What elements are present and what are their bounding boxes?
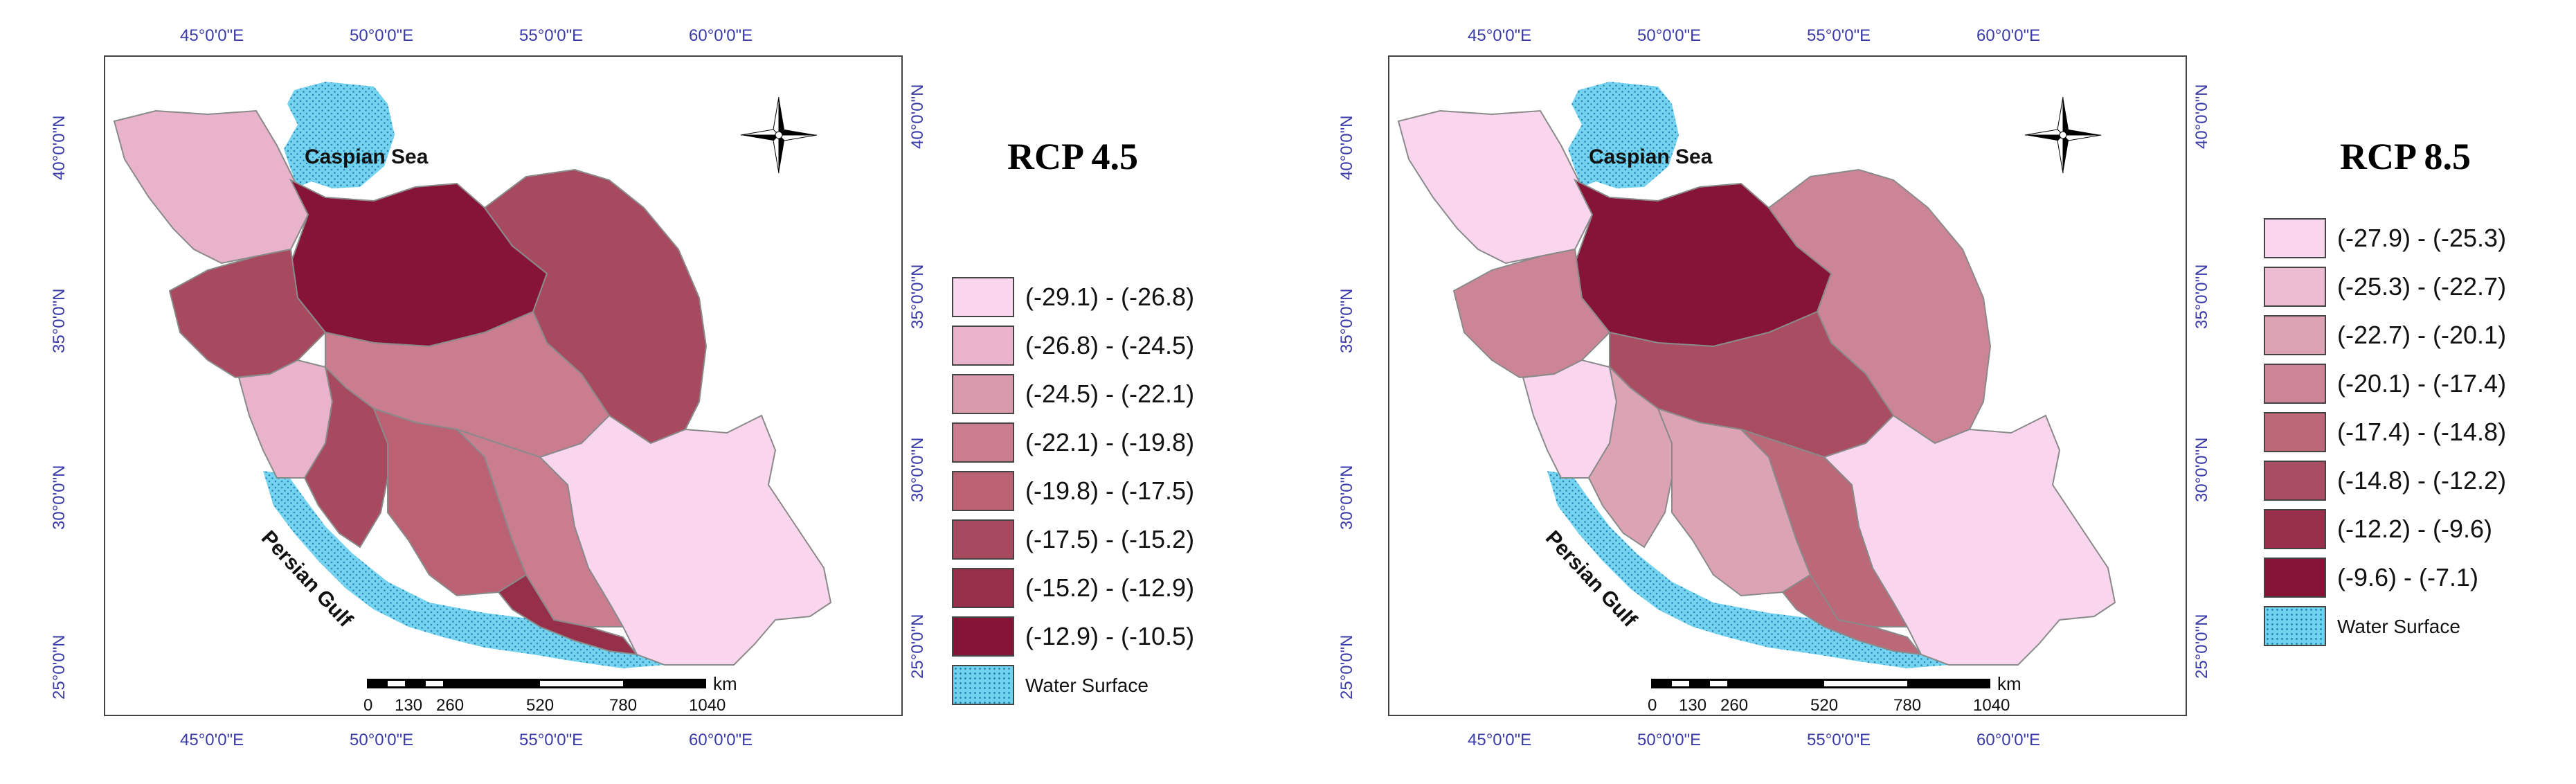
north-arrow-icon — [2024, 96, 2102, 174]
iran-map-rcp45 — [113, 82, 832, 668]
scale-tick-label: 520 — [526, 696, 555, 715]
scale-tick-label: 780 — [1893, 696, 1922, 715]
legend-label: (-20.1) - (-17.4) — [2337, 369, 2507, 398]
lon-tick-label: 55°0'0"E — [519, 26, 584, 45]
lon-tick-label: 45°0'0"E — [180, 731, 244, 749]
map-panel-rcp85: 45°0'0"E 50°0'0"E 55°0'0"E 60°0'0"E 45°0… — [1288, 0, 2575, 784]
scale-bar — [1651, 679, 1990, 688]
lon-tick-label: 55°0'0"E — [1807, 26, 1871, 45]
scale-tick-label: 260 — [1720, 696, 1749, 715]
legend-label: (-17.4) - (-14.8) — [2337, 418, 2507, 446]
region-coastal-south — [497, 573, 639, 656]
scale-tick-label: 1040 — [689, 696, 726, 715]
lon-tick-label: 45°0'0"E — [1468, 26, 1532, 45]
legend-swatch — [2264, 461, 2326, 501]
scale-tick-label: 260 — [436, 696, 465, 715]
region-northwest — [113, 109, 309, 265]
figure-title: RCP 4.5 — [1007, 136, 1138, 177]
legend-swatch — [952, 519, 1014, 560]
legend-label: (-26.8) - (-24.5) — [1025, 331, 1195, 359]
region-northeast — [483, 168, 708, 445]
legend-label-water: Water Surface — [2337, 616, 2460, 637]
figure-title: RCP 8.5 — [2340, 136, 2471, 177]
lon-tick-label: 55°0'0"E — [1807, 731, 1871, 749]
legend-swatch — [2264, 364, 2326, 404]
legend-swatch — [952, 616, 1014, 657]
region-coastal-south — [1781, 573, 1923, 656]
lon-tick-label: 50°0'0"E — [1637, 26, 1702, 45]
region-northwest — [1397, 109, 1594, 265]
caspian-sea-label: Caspian Sea — [305, 145, 429, 168]
legend-label: (-22.7) - (-20.1) — [2337, 321, 2507, 349]
legend-swatch — [2264, 412, 2326, 452]
scale-unit-label: km — [1997, 673, 2021, 694]
legend-swatch — [2264, 267, 2326, 307]
scale-tick-label: 130 — [395, 696, 423, 715]
scale-tick-label: 780 — [609, 696, 638, 715]
legend-swatch — [2264, 218, 2326, 258]
lon-tick-label: 45°0'0"E — [1468, 731, 1532, 749]
lon-tick-label: 45°0'0"E — [180, 26, 244, 45]
caspian-sea — [1568, 82, 1679, 188]
region-northeast — [1767, 168, 1992, 445]
region-southeast — [1823, 414, 2116, 666]
legend-swatch — [952, 326, 1014, 366]
legend-swatch — [952, 277, 1014, 317]
legend-swatch — [952, 568, 1014, 608]
legend-swatch — [952, 471, 1014, 511]
lon-tick-label: 60°0'0"E — [1976, 26, 2041, 45]
legend-swatch — [952, 422, 1014, 463]
scale-tick-label: 520 — [1810, 696, 1839, 715]
lon-tick-label: 50°0'0"E — [350, 26, 414, 45]
legend-label: (-25.3) - (-22.7) — [2337, 272, 2507, 301]
legend-label: (-14.8) - (-12.2) — [2337, 466, 2507, 495]
legend-label: (-27.9) - (-25.3) — [2337, 224, 2507, 252]
legend-label: (-9.6) - (-7.1) — [2337, 563, 2479, 591]
lon-tick-label: 60°0'0"E — [1976, 731, 2041, 749]
scale-tick-label: 130 — [1679, 696, 1707, 715]
scale-tick-label: 1040 — [1973, 696, 2010, 715]
legend-label: (-17.5) - (-15.2) — [1025, 525, 1195, 553]
legend-label: (-12.9) - (-10.5) — [1025, 622, 1195, 650]
scale-tick-label: 0 — [1648, 696, 1657, 715]
lon-tick-label: 50°0'0"E — [350, 731, 414, 749]
legend-label: (-19.8) - (-17.5) — [1025, 476, 1195, 505]
lon-tick-label: 60°0'0"E — [689, 731, 753, 749]
legend-swatch — [2264, 558, 2326, 598]
lon-tick-label: 50°0'0"E — [1637, 731, 1702, 749]
scale-bar — [367, 679, 706, 688]
legend-swatch — [952, 374, 1014, 414]
region-west — [1452, 248, 1611, 379]
iran-map-rcp85 — [1397, 82, 2116, 668]
legend-swatch — [2264, 315, 2326, 355]
legend-swatch — [2264, 509, 2326, 549]
lon-tick-label: 60°0'0"E — [689, 26, 753, 45]
region-west — [168, 248, 327, 379]
north-arrow-icon — [740, 96, 818, 174]
region-southeast — [539, 414, 832, 666]
scale-tick-label: 0 — [363, 696, 373, 715]
legend-swatch-water — [952, 665, 1014, 705]
legend-label: (-12.2) - (-9.6) — [2337, 515, 2493, 543]
legend-swatch-water — [2264, 606, 2326, 646]
caspian-sea-label: Caspian Sea — [1589, 145, 1713, 168]
legend-label: (-24.5) - (-22.1) — [1025, 380, 1195, 408]
legend-label: (-22.1) - (-19.8) — [1025, 428, 1195, 456]
legend-label: (-15.2) - (-12.9) — [1025, 573, 1195, 602]
legend-label: (-29.1) - (-26.8) — [1025, 283, 1195, 311]
legend-label-water: Water Surface — [1025, 675, 1149, 696]
caspian-sea — [284, 82, 395, 188]
scale-unit-label: km — [713, 673, 737, 694]
map-panel-rcp45: 45°0'0"E 50°0'0"E 55°0'0"E 60°0'0"E 45°0… — [50, 26, 1195, 749]
lon-tick-label: 55°0'0"E — [519, 731, 584, 749]
